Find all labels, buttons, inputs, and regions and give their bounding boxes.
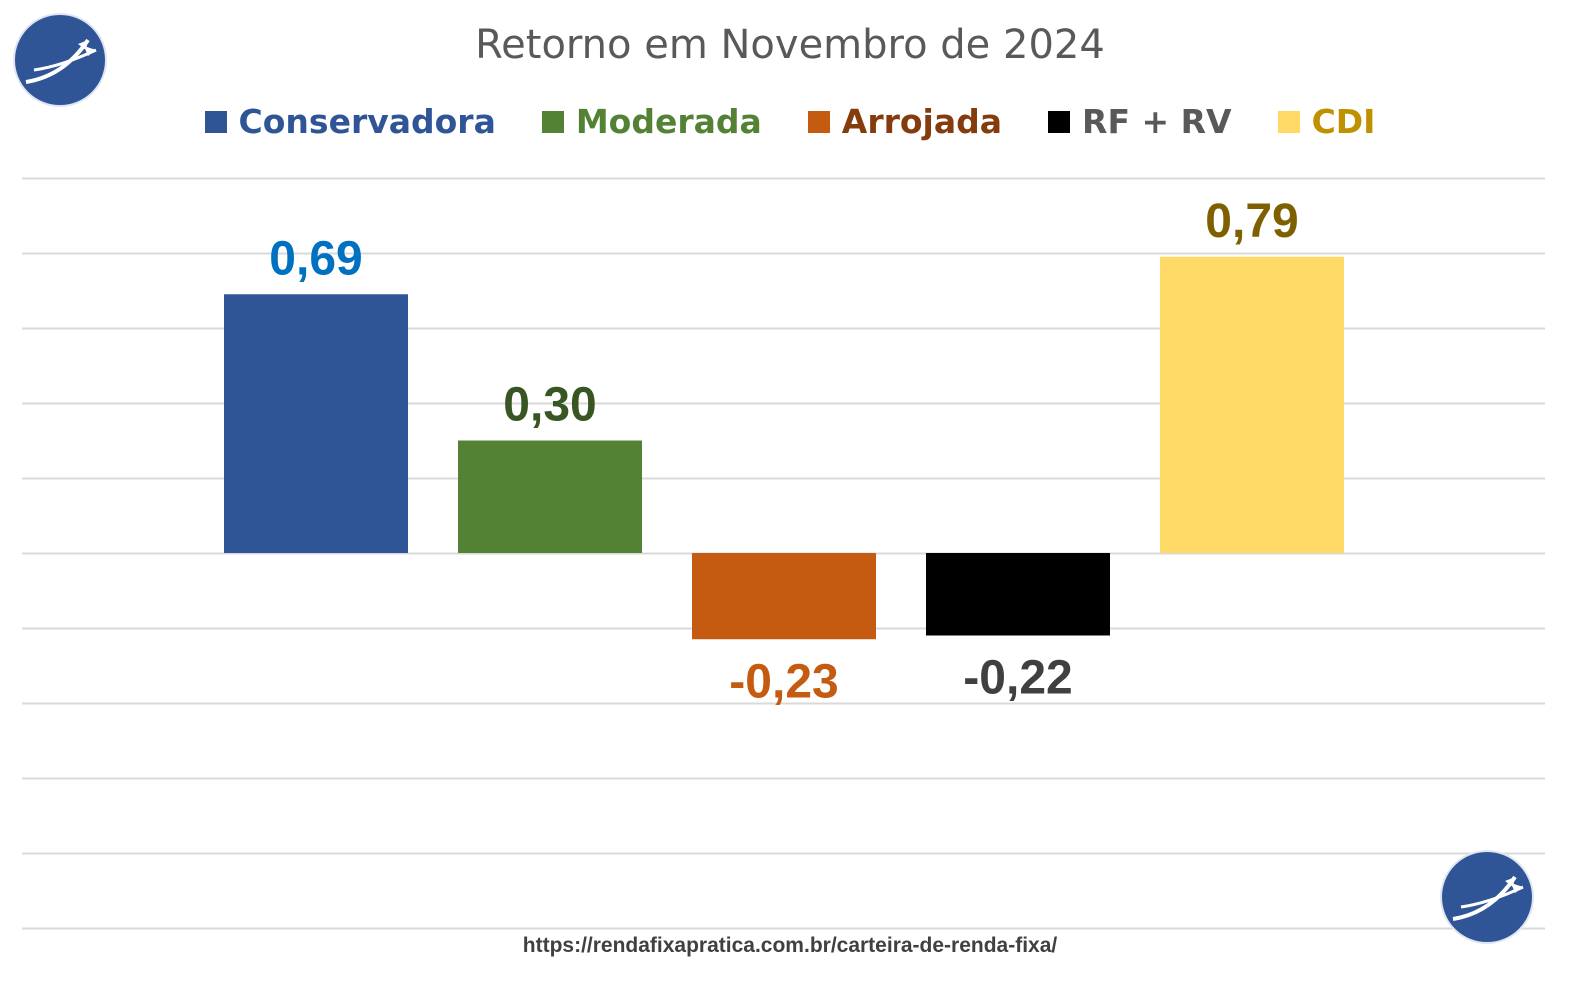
legend-swatch	[204, 110, 227, 133]
logo-icon-top-left	[12, 12, 108, 108]
legend-label: Conservadora	[238, 102, 496, 141]
bars	[224, 256, 1344, 640]
legend-swatch	[541, 110, 564, 133]
legend-item: CDI	[1277, 102, 1376, 141]
bar-cdi	[1160, 256, 1344, 553]
legend-label: CDI	[1311, 102, 1376, 141]
footer-url[interactable]: https://rendafixapratica.com.br/carteira…	[522, 934, 1058, 957]
legend-item: Moderada	[541, 102, 762, 141]
data-label: -0,23	[729, 655, 838, 708]
legend-swatch	[1048, 110, 1071, 133]
data-labels: 0,69 0,30 -0,23 -0,22 0,79	[269, 195, 1298, 709]
data-label: 0,69	[269, 232, 362, 285]
legend-item: RF + RV	[1048, 102, 1232, 141]
legend-item: Conservadora	[204, 102, 496, 141]
bar-rf-rv	[926, 553, 1110, 636]
legend-label: Arrojada	[841, 102, 1003, 141]
chart-title: Retorno em Novembro de 2024	[475, 22, 1105, 68]
logo-icon-bottom-right	[1439, 849, 1535, 945]
legend: Conservadora Moderada Arrojada RF + RV CDI	[0, 102, 1580, 141]
bar-conservadora	[224, 294, 408, 553]
legend-swatch	[1277, 110, 1300, 133]
bar-moderada	[458, 440, 642, 553]
bar-arrojada	[692, 553, 876, 640]
data-label: 0,30	[503, 379, 596, 432]
legend-label: Moderada	[575, 102, 762, 141]
legend-swatch	[807, 110, 830, 133]
data-label: 0,79	[1205, 195, 1298, 248]
data-label: -0,22	[963, 652, 1072, 705]
legend-item: Arrojada	[807, 102, 1003, 141]
legend-label: RF + RV	[1082, 102, 1232, 141]
